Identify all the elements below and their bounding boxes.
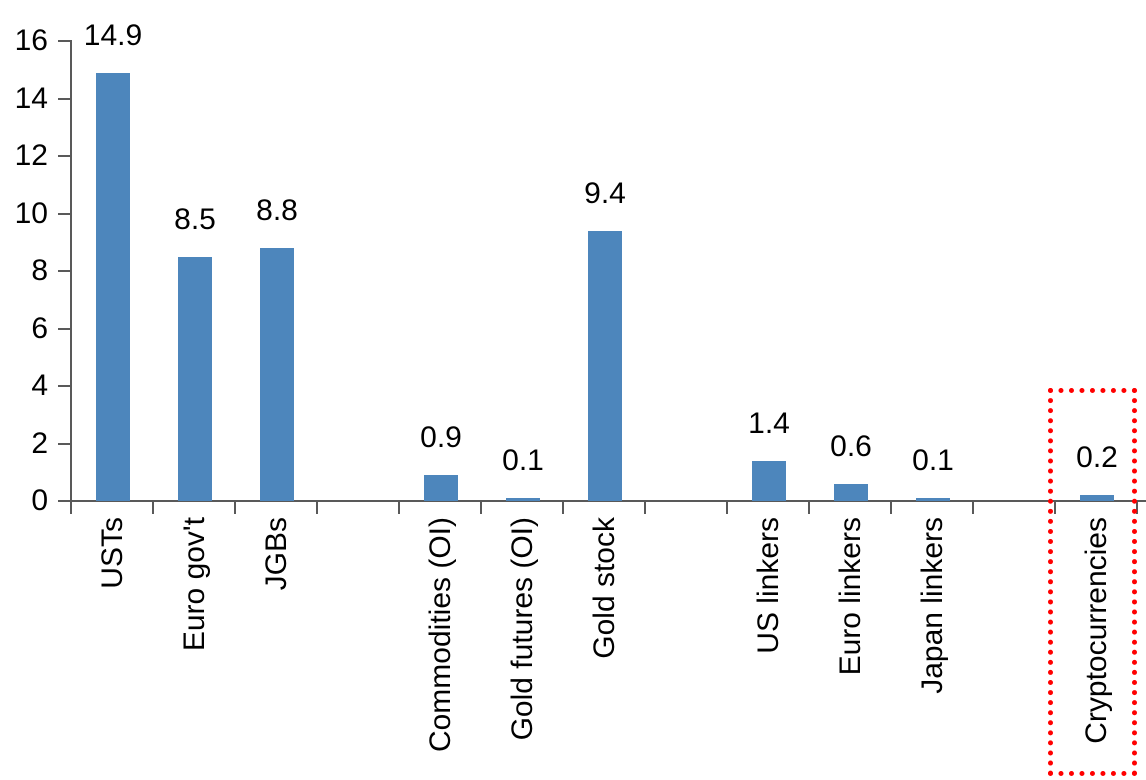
bar-us-linkers (752, 460, 786, 501)
x-axis-tick (1136, 501, 1138, 514)
y-axis-tick-label: 6 (31, 311, 48, 345)
y-axis-tick-label: 10 (14, 196, 48, 230)
bar-cryptocurrencies (1080, 495, 1114, 501)
bar-gold-futures-oi- (506, 498, 540, 501)
x-axis-tick (70, 501, 72, 514)
bar-value-label: 14.9 (83, 18, 143, 52)
bar-euro-gov-t (178, 256, 212, 501)
y-axis-tick (58, 442, 72, 445)
bar-value-label: 1.4 (748, 406, 790, 440)
highlight-box-cryptocurrencies (1048, 388, 1137, 776)
x-axis-line (70, 500, 1146, 502)
y-axis-tick (58, 270, 72, 272)
bar-value-label: 0.2 (1076, 441, 1118, 475)
x-axis-tick (316, 501, 318, 514)
y-axis-tick-label: 0 (31, 484, 48, 517)
y-axis-tick (58, 212, 72, 215)
x-category-label: USTs (96, 517, 129, 589)
y-axis-tick-label: 12 (14, 139, 48, 172)
y-axis-tick-label: 4 (31, 369, 48, 402)
x-category-label: Euro linkers (834, 517, 867, 676)
bar-commodities-oi- (424, 475, 458, 501)
y-axis-tick-label: 14 (14, 81, 48, 115)
bar-jgbs (260, 248, 294, 501)
bar-value-label: 8.8 (256, 194, 298, 227)
bar-value-label: 8.5 (174, 202, 216, 236)
y-axis-tick-label: 16 (14, 24, 48, 57)
y-axis-tick (58, 40, 72, 42)
x-category-label: JGBs (260, 517, 293, 591)
bar-japan-linkers (916, 498, 950, 501)
x-axis-tick (152, 501, 154, 514)
bar-value-label: 9.4 (584, 176, 626, 210)
bar-value-label: 0.1 (912, 444, 954, 478)
y-axis-tick-label: 2 (31, 426, 48, 460)
x-category-label: Commodities (OI) (424, 517, 457, 753)
x-axis-tick (808, 501, 810, 514)
x-axis-tick (562, 501, 564, 514)
x-axis-tick (480, 501, 482, 514)
x-category-label: Japan linkers (916, 517, 949, 694)
y-axis-tick (58, 327, 72, 330)
bar-gold-stock (588, 230, 622, 501)
x-axis-tick (234, 501, 236, 514)
bar-usts (96, 72, 130, 501)
bar-euro-linkers (834, 483, 868, 501)
x-axis-tick (726, 501, 728, 514)
y-axis-tick (58, 500, 72, 502)
y-axis-tick (58, 97, 72, 100)
y-axis-tick-label: 8 (31, 254, 48, 287)
x-axis-tick (1054, 501, 1056, 514)
x-axis-tick (890, 501, 892, 514)
x-category-label: Gold stock (588, 517, 621, 659)
bar-value-label: 0.6 (830, 429, 872, 463)
bar-value-label: 0.9 (420, 421, 462, 455)
x-axis-tick (398, 501, 400, 514)
bar-value-label: 0.1 (502, 444, 544, 478)
x-category-label: Euro gov't (178, 517, 211, 652)
x-category-label: US linkers (752, 517, 785, 654)
y-axis-tick (58, 385, 72, 387)
y-axis-tick (58, 155, 72, 157)
x-category-label: Gold futures (OI) (506, 517, 539, 741)
x-axis-tick (644, 501, 646, 514)
x-axis-tick (972, 501, 974, 514)
